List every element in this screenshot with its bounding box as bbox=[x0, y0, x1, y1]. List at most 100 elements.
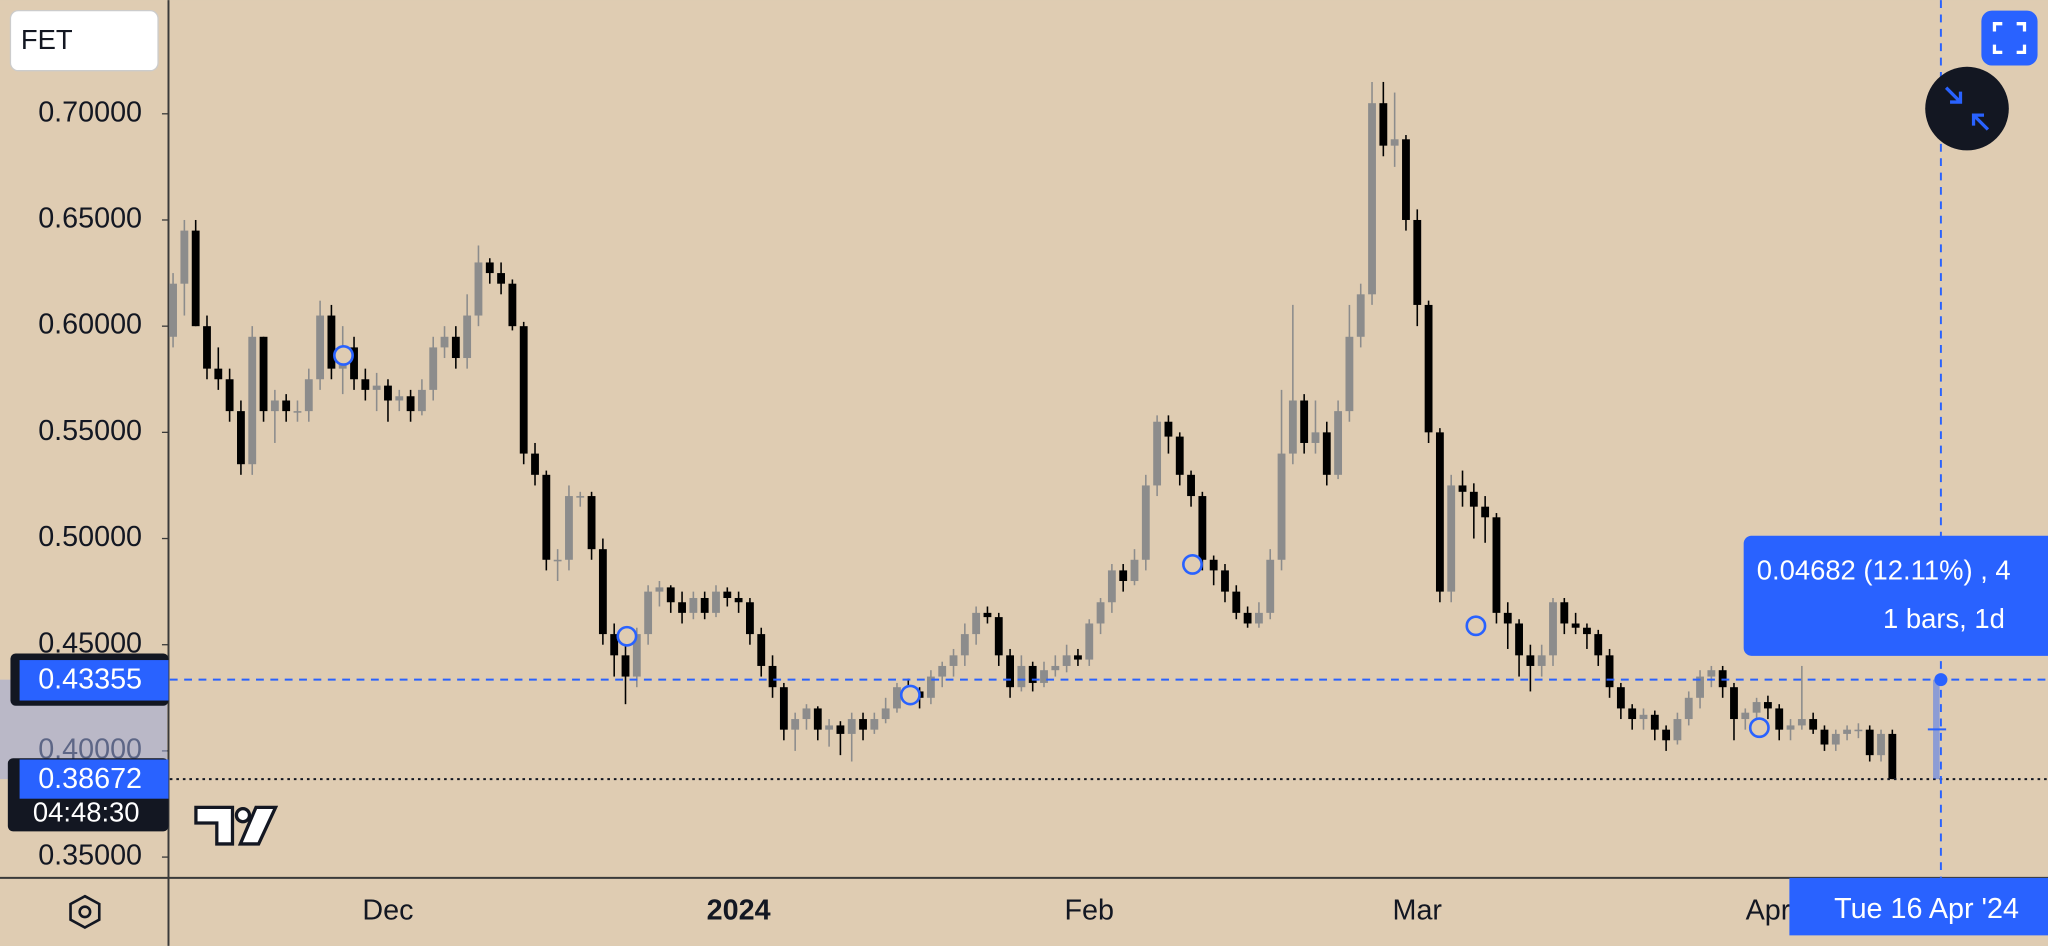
event-marker[interactable] bbox=[616, 625, 638, 647]
measure-bars: 1 bars, 1d bbox=[1883, 603, 2005, 634]
candle-body bbox=[678, 602, 686, 613]
fullscreen-button[interactable] bbox=[1981, 10, 2038, 66]
candle-body bbox=[768, 665, 777, 688]
candle-body bbox=[542, 474, 551, 560]
candle-body bbox=[1515, 623, 1523, 656]
candle-body bbox=[666, 587, 675, 603]
candle-body bbox=[1277, 453, 1286, 560]
candle-body bbox=[1266, 559, 1275, 613]
candle-body bbox=[1368, 103, 1376, 295]
candle-body bbox=[203, 326, 211, 369]
candle-body bbox=[372, 385, 381, 390]
candle-body bbox=[972, 612, 981, 635]
symbol-box[interactable] bbox=[9, 9, 159, 72]
candle-body bbox=[191, 230, 200, 327]
candle-body bbox=[1096, 602, 1105, 624]
candle-body bbox=[1594, 634, 1603, 656]
candle-body bbox=[1107, 570, 1116, 603]
candle-body bbox=[1775, 708, 1784, 730]
candle-body bbox=[1424, 304, 1433, 433]
candle-body bbox=[293, 411, 302, 413]
candle-body bbox=[1877, 733, 1885, 756]
crosshair-date-label: Tue 16 Apr '24 bbox=[1834, 893, 2019, 925]
candle-body bbox=[1854, 729, 1863, 732]
collapse-button[interactable] bbox=[1925, 66, 2009, 151]
x-tick-label: Feb bbox=[1065, 894, 1115, 926]
candle-body bbox=[1831, 733, 1840, 745]
candle-body bbox=[1797, 719, 1806, 726]
event-marker[interactable] bbox=[1182, 553, 1203, 575]
candle-body bbox=[1413, 219, 1422, 305]
candle-body bbox=[282, 400, 291, 412]
candle-body bbox=[1809, 719, 1818, 730]
candle-body bbox=[1085, 623, 1094, 660]
crosshair-price-box bbox=[19, 660, 169, 701]
candle-body bbox=[406, 396, 415, 412]
candle-body bbox=[180, 230, 189, 284]
candle-body bbox=[1707, 670, 1716, 677]
candle-body bbox=[757, 634, 766, 666]
x-tick-label: Dec bbox=[362, 894, 413, 926]
candle-body bbox=[1820, 729, 1829, 745]
candle-body bbox=[1164, 421, 1173, 437]
candle-body bbox=[1662, 729, 1671, 741]
crosshair-price-label: 0.43355 bbox=[38, 664, 142, 696]
candle-body bbox=[1300, 400, 1309, 443]
x-tick-label: 2024 bbox=[707, 894, 771, 926]
candle-body bbox=[214, 368, 223, 380]
candle-body bbox=[598, 549, 607, 635]
candle-body bbox=[802, 708, 811, 720]
candle-body bbox=[746, 602, 754, 635]
candle-body bbox=[689, 597, 698, 613]
candle-body bbox=[1865, 729, 1874, 756]
candle-body bbox=[1616, 687, 1625, 709]
candle-body bbox=[531, 453, 539, 475]
last-price-label: 0.38672 bbox=[38, 763, 142, 795]
candle-body bbox=[429, 347, 438, 390]
candle-body bbox=[1209, 559, 1218, 571]
settings-icon-center bbox=[78, 905, 92, 919]
candle-body bbox=[1141, 485, 1150, 560]
candle-body bbox=[870, 719, 879, 730]
candle-body bbox=[508, 283, 517, 327]
candle-body bbox=[1334, 411, 1343, 475]
settings-icon[interactable] bbox=[69, 894, 101, 930]
candle-body bbox=[248, 336, 257, 465]
candle-body bbox=[1345, 336, 1354, 412]
candle-body bbox=[361, 379, 370, 390]
candle-body bbox=[1040, 670, 1048, 683]
candle-body bbox=[1322, 432, 1331, 475]
candle-body bbox=[1696, 676, 1704, 698]
candle-body bbox=[1639, 714, 1648, 720]
candle-body bbox=[1232, 591, 1241, 613]
candle-body bbox=[723, 591, 732, 598]
candle-body bbox=[440, 336, 449, 348]
event-marker[interactable] bbox=[1748, 717, 1770, 739]
candle-body bbox=[1153, 421, 1162, 486]
candle-body bbox=[632, 634, 641, 677]
candle-body bbox=[259, 336, 268, 412]
candle-body bbox=[474, 262, 483, 316]
candle-body bbox=[1311, 432, 1320, 443]
candle-body bbox=[791, 719, 800, 730]
candle-body bbox=[938, 665, 947, 677]
candle-body bbox=[1017, 665, 1026, 688]
candle-body bbox=[1763, 702, 1772, 709]
event-marker[interactable] bbox=[333, 345, 354, 366]
candle-body bbox=[1379, 103, 1388, 146]
candle-body bbox=[1402, 139, 1410, 220]
candle-body bbox=[1605, 655, 1614, 688]
candle-body bbox=[1730, 687, 1738, 720]
candle-body bbox=[316, 315, 325, 380]
event-marker[interactable] bbox=[1465, 615, 1487, 637]
candle-body bbox=[1650, 714, 1659, 730]
event-marker[interactable] bbox=[899, 684, 921, 706]
candle-body bbox=[994, 617, 1003, 656]
candle-body bbox=[1028, 665, 1037, 683]
candle-body bbox=[237, 411, 245, 465]
candle-body bbox=[712, 591, 720, 613]
candle-body bbox=[1560, 602, 1569, 624]
